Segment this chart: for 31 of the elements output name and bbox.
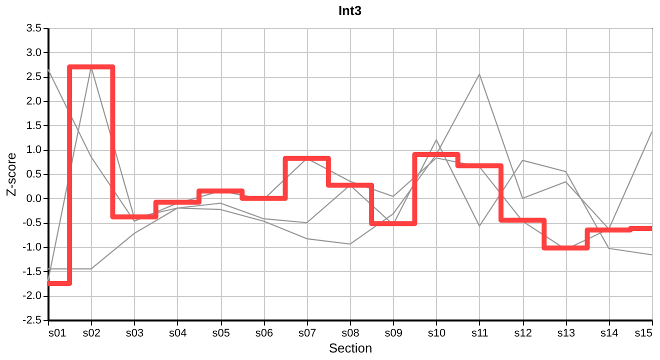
x-tick-label: s01 [48,328,66,340]
y-tick-label: 2.0 [26,96,42,108]
y-tick-label: 0.5 [26,168,42,180]
y-tick-label: 0.0 [26,192,42,205]
x-tick-label: s09 [384,328,403,340]
x-tick-label: s08 [342,328,360,340]
y-tick-label: 3.5 [26,22,42,34]
y-tick-label: -1.0 [22,242,42,254]
x-tick-label: s03 [126,328,144,340]
x-tick-label: s07 [298,328,316,340]
y-tick-label: -1.5 [22,266,42,278]
x-tick-label: s15 [634,328,652,340]
y-tick-label: 2.5 [26,71,42,84]
y-tick-label: 3.0 [26,46,42,59]
y-tick-label: 1.0 [26,144,42,156]
y-axis-title: Z-score [4,152,19,197]
x-tick-label: s14 [600,328,618,340]
x-axis-title: Section [328,340,372,356]
y-tick-label: -2.0 [22,290,42,302]
x-tick-label: s12 [514,328,532,340]
x-tick-label: s06 [255,328,274,340]
chart-title: Int3 [338,3,362,18]
x-tick-label: s02 [82,328,101,340]
x-tick-label: s10 [428,328,446,340]
y-tick-label: 1.5 [26,120,42,132]
x-tick-label: s05 [212,328,230,340]
x-tick-label: s04 [169,328,187,340]
y-tick-label: -2.5 [22,314,42,326]
x-tick-label: s13 [557,328,576,340]
x-tick-label: s11 [471,328,488,340]
y-tick-label: -0.5 [22,217,42,230]
